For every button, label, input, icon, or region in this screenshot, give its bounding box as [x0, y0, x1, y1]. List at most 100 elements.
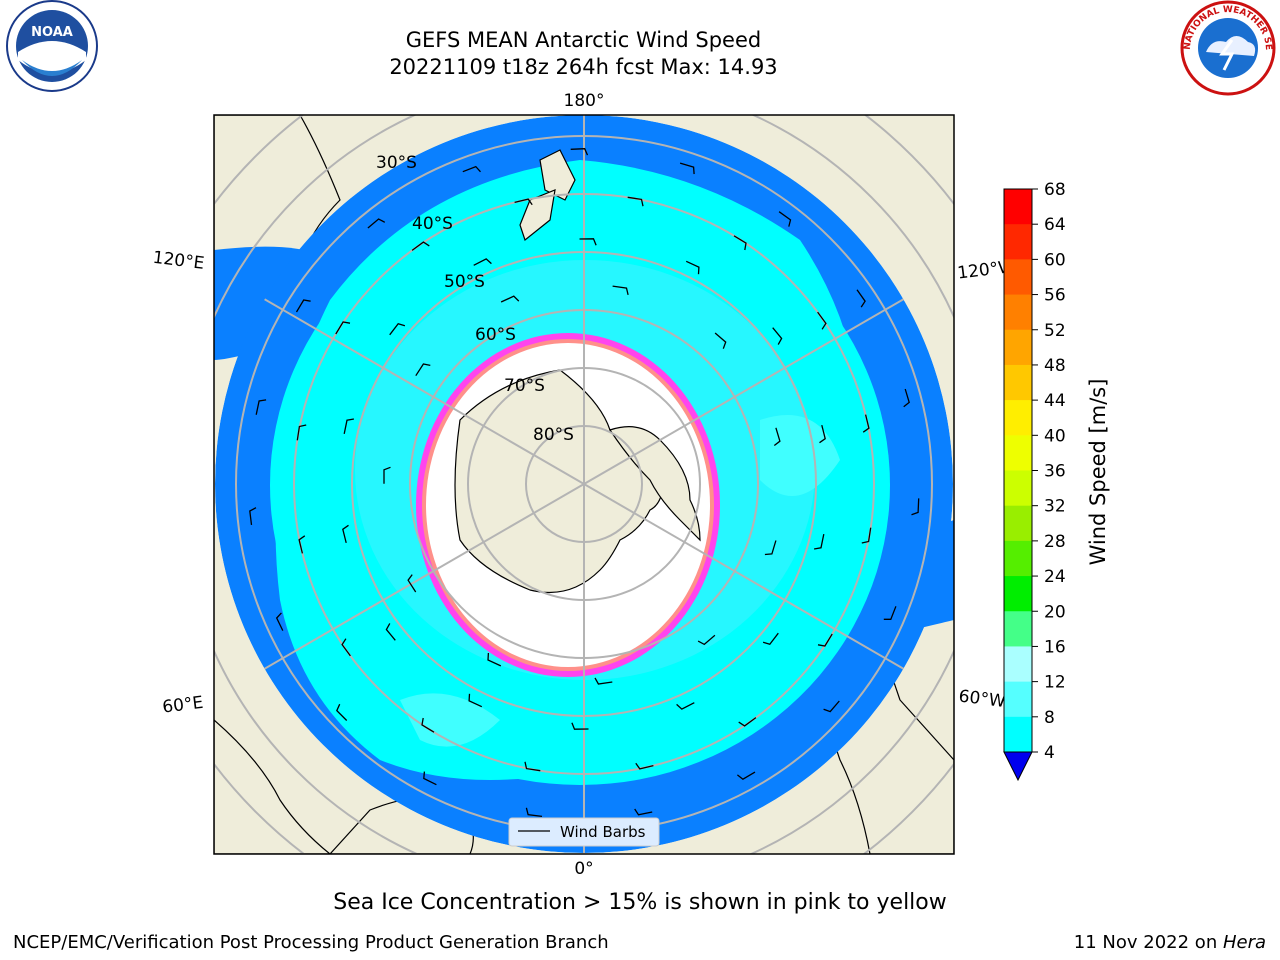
wind-barb [856, 289, 866, 308]
wind-barb [343, 418, 355, 435]
colorbar-segment [1004, 540, 1032, 577]
wind-barb [594, 677, 613, 685]
lat-label-60s: 60°S [475, 325, 516, 345]
wind-barb [736, 771, 756, 780]
colorbar-tick-label: 60 [1044, 250, 1066, 270]
wind-barb [473, 258, 492, 266]
wind-barb [772, 327, 783, 345]
colorbar-tick-label: 56 [1044, 286, 1066, 306]
wind-barb [685, 260, 700, 275]
lon-label-120e: 120°E [152, 248, 206, 274]
colorbar-tick-label: 12 [1044, 673, 1066, 693]
chart-subtitle: 20221109 t18z 264h fcst Max: 14.93 [389, 55, 778, 79]
wind-barb [462, 165, 481, 173]
svg-text:Wind Barbs: Wind Barbs [560, 823, 646, 841]
wind-barb [407, 574, 417, 593]
wind-barb [911, 498, 920, 516]
wind-barb [341, 638, 351, 657]
svg-text:NOAA: NOAA [31, 25, 73, 40]
wind-barb [813, 533, 825, 550]
wind-barb [389, 322, 406, 336]
colorbar-segment [1004, 224, 1032, 260]
wind-barb [295, 299, 311, 313]
colorbar-tick-label: 20 [1044, 602, 1066, 622]
wind-barb [336, 703, 348, 721]
wind-barbs-legend: Wind Barbs [508, 817, 660, 847]
wind-barb [862, 414, 870, 433]
wind-barb [778, 211, 792, 227]
lon-label-60e: 60°E [161, 693, 204, 718]
lon-label-180: 180° [564, 91, 605, 111]
wind-barb [487, 652, 502, 667]
longitude-lines [215, 115, 953, 853]
wind-barb [817, 311, 827, 330]
footer-date: 11 Nov 2022 on Hera [1074, 932, 1266, 953]
map-frame [213, 114, 955, 855]
wind-barb [383, 466, 391, 484]
wind-barb [255, 399, 267, 415]
wind-barb [415, 363, 431, 377]
wind-barb [514, 198, 533, 206]
wind-barb [524, 761, 541, 772]
footer-credit: NCEP/EMC/Verification Post Processing Pr… [13, 932, 609, 953]
chart-title: GEFS MEAN Antarctic Wind Speed [405, 28, 762, 52]
wind-barb [468, 693, 483, 708]
colorbar-segment [1004, 576, 1032, 612]
wind-barb [679, 162, 695, 175]
wind-barb [296, 424, 307, 441]
lat-label-50s: 50°S [444, 272, 485, 292]
wind-barb [883, 606, 897, 620]
wind-barb [819, 424, 826, 444]
colorbar-segment [1004, 611, 1032, 647]
wind-barb [525, 807, 543, 818]
wind-barb [423, 771, 437, 786]
sea-ice-caption: Sea Ice Concentration > 15% is shown in … [333, 890, 947, 915]
colorbar-segment [1004, 470, 1032, 507]
colorbar-segment [1004, 189, 1032, 225]
wind-barb [697, 634, 716, 646]
new-zealand-north [539, 149, 576, 201]
colorbar-tick-label: 52 [1044, 321, 1066, 341]
wind-barb [738, 717, 757, 727]
wind-barb [500, 295, 520, 303]
wind-barb [335, 321, 351, 335]
colorbar-label: Wind Speed [m/s] [1086, 379, 1110, 566]
wind-barb [903, 388, 910, 408]
wind-barb [676, 702, 695, 710]
wind-barb [714, 332, 727, 349]
colorbar-segment [1004, 259, 1032, 296]
wind-barb [411, 241, 430, 251]
wind-barb [275, 612, 284, 631]
wind-barb [249, 507, 257, 525]
colorbar-under-extension [1003, 751, 1033, 782]
wind-barb [762, 632, 779, 646]
lon-label-0: 0° [574, 859, 593, 879]
footer-machine: Hera [1222, 932, 1266, 953]
lat-label-80s: 80°S [533, 425, 574, 445]
new-zealand-south [519, 189, 556, 242]
wind-barb [764, 540, 777, 556]
colorbar-segment [1004, 681, 1032, 718]
lon-label-60w: 60°W [958, 686, 1007, 712]
wind-barb [627, 196, 644, 207]
colorbar-tick-label: 44 [1044, 391, 1066, 411]
wind-barb [861, 527, 872, 544]
lat-label-30s: 30°S [376, 153, 417, 173]
wind-barb [635, 762, 654, 770]
colorbar-segment [1004, 329, 1032, 366]
wind-barb [385, 623, 396, 641]
colorbar-segment [1004, 400, 1032, 436]
colorbar: 68 64 60 56 52 48 44 40 36 32 28 24 20 16 12 8 4 [1003, 180, 1066, 782]
colorbar-tick-label: 8 [1044, 708, 1055, 728]
lat-label-40s: 40°S [412, 214, 453, 234]
colorbar-segment [1004, 435, 1032, 471]
colorbar-segment [1004, 505, 1032, 542]
colorbar-segment [1004, 364, 1032, 401]
colorbar-tick-label: 40 [1044, 426, 1066, 446]
colorbar-segment [1004, 646, 1032, 683]
colorbar-tick-label: 4 [1044, 743, 1055, 763]
wind-barb [612, 285, 629, 296]
wind-barb [421, 717, 435, 733]
wind-barb [733, 235, 747, 251]
